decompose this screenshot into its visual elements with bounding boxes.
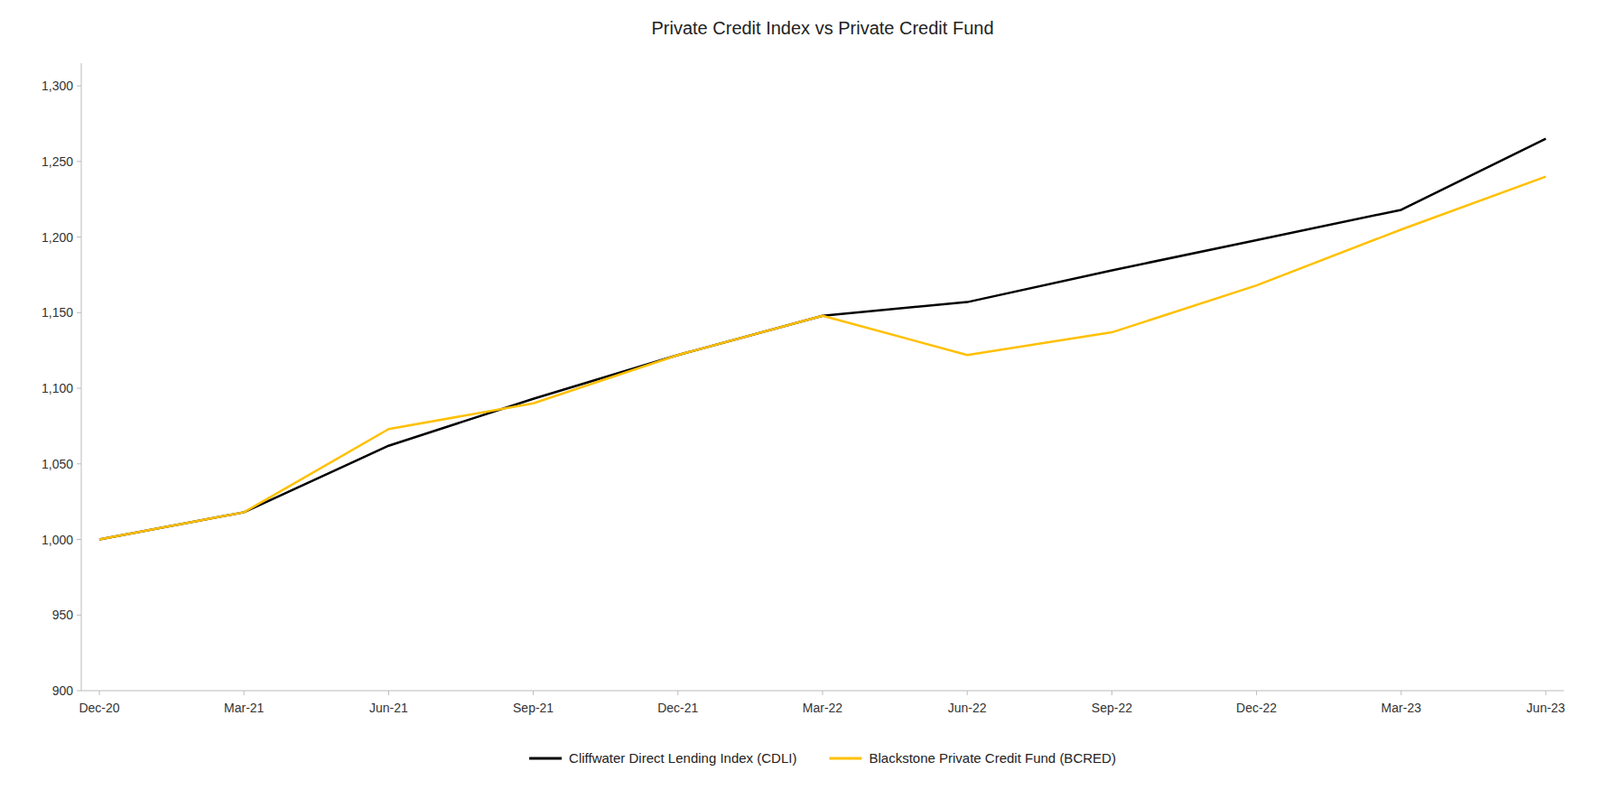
x-tick <box>1400 690 1402 696</box>
legend-item: Blackstone Private Credit Fund (BCRED) <box>828 750 1116 766</box>
x-tick-label: Jun-21 <box>369 700 409 716</box>
chart-svg: Private Credit Index vs Private Credit F… <box>0 0 1600 799</box>
x-tick <box>243 690 245 696</box>
x-tick <box>1545 690 1547 696</box>
legend-swatch <box>828 757 862 761</box>
y-tick-label: 1,000 <box>41 532 74 548</box>
x-tick-label: Dec-22 <box>1236 700 1277 716</box>
chart-title: Private Credit Index vs Private Credit F… <box>651 18 994 38</box>
x-tick <box>99 690 101 696</box>
x-tick <box>532 690 534 696</box>
y-axis-line <box>81 63 83 691</box>
x-tick-label: Mar-23 <box>1381 700 1423 716</box>
y-tick <box>76 160 82 162</box>
x-tick-label: Sep-22 <box>1091 700 1133 716</box>
y-tick <box>76 312 82 314</box>
legend-item: Cliffwater Direct Lending Index (CDLI) <box>529 750 797 766</box>
y-tick-label: 900 <box>52 683 75 698</box>
x-tick <box>677 690 679 696</box>
x-tick-label: Dec-20 <box>78 700 120 716</box>
x-tick <box>967 690 968 696</box>
x-tick-label: Jun-23 <box>1526 700 1566 716</box>
y-tick-label: 1,200 <box>41 230 74 245</box>
legend-label: Cliffwater Direct Lending Index (CDLI) <box>568 750 797 766</box>
y-tick <box>76 85 82 87</box>
x-tick-label: Jun-22 <box>948 700 987 716</box>
x-tick <box>822 690 824 696</box>
x-tick-label: Sep-21 <box>512 700 554 716</box>
legend-label: Blackstone Private Credit Fund (BCRED) <box>868 750 1116 766</box>
series-line <box>99 139 1546 540</box>
x-tick-label: Dec-21 <box>657 700 698 716</box>
x-tick <box>388 690 390 696</box>
y-tick-label: 950 <box>52 607 75 623</box>
y-tick-label: 1,050 <box>41 456 74 472</box>
plot-area <box>99 139 1546 540</box>
y-tick <box>76 539 82 540</box>
y-tick-label: 1,100 <box>41 381 74 396</box>
y-tick-label: 1,300 <box>41 78 74 94</box>
y-tick <box>76 614 82 616</box>
x-tick <box>1111 690 1113 696</box>
y-tick <box>76 690 82 692</box>
x-tick-label: Mar-21 <box>223 700 265 716</box>
y-tick-label: 1,150 <box>41 305 74 320</box>
series-line <box>99 176 1546 540</box>
legend-swatch <box>529 757 562 761</box>
legend: Cliffwater Direct Lending Index (CDLI) Bl… <box>529 750 1117 766</box>
y-tick <box>76 463 82 465</box>
y-tick <box>76 388 82 390</box>
x-tick-label: Mar-22 <box>802 700 844 716</box>
x-tick <box>1255 690 1257 696</box>
y-tick-label: 1,250 <box>41 154 74 169</box>
chart-container: Private Credit Index vs Private Credit F… <box>0 0 1600 799</box>
y-tick <box>76 236 82 238</box>
